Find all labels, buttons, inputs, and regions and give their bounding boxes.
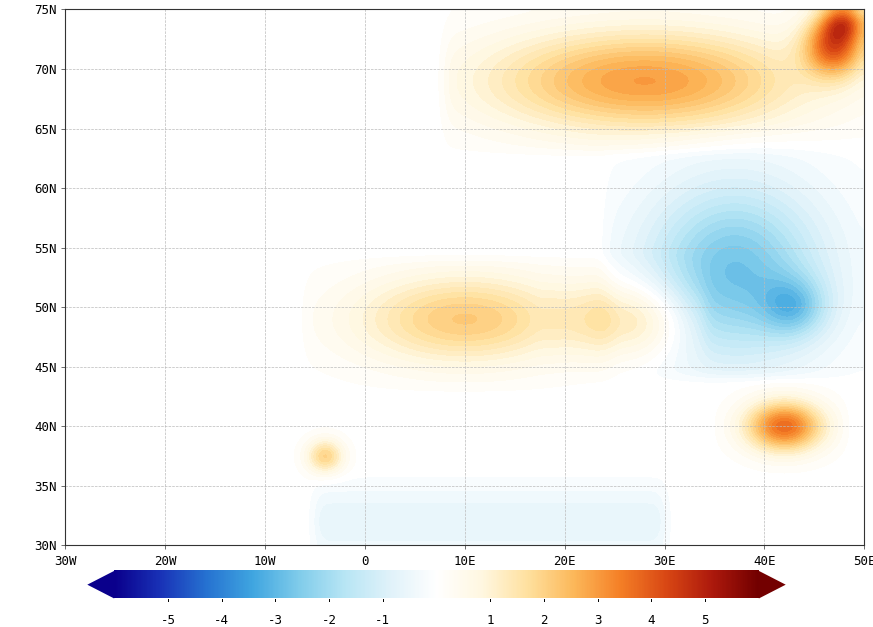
Text: -4: -4 <box>214 614 229 627</box>
Text: 2: 2 <box>540 614 547 627</box>
Text: 3: 3 <box>594 614 601 627</box>
Polygon shape <box>759 571 786 598</box>
Text: -3: -3 <box>268 614 283 627</box>
Polygon shape <box>87 571 114 598</box>
Text: -5: -5 <box>161 614 175 627</box>
Text: -2: -2 <box>321 614 337 627</box>
Text: -1: -1 <box>375 614 390 627</box>
Text: 1: 1 <box>486 614 494 627</box>
Text: 4: 4 <box>648 614 655 627</box>
Text: 5: 5 <box>701 614 709 627</box>
